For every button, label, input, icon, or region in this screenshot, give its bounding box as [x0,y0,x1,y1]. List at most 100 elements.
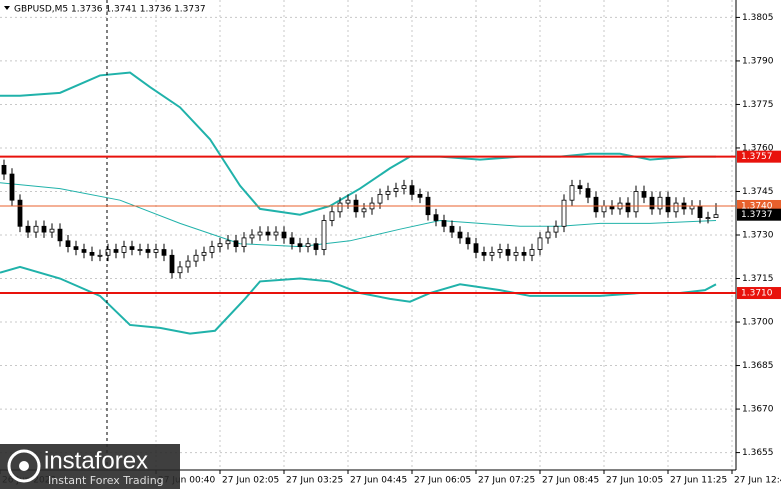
candle-body [601,205,607,213]
candle-body [337,202,343,213]
candle-body [41,225,47,233]
candle-body [417,193,423,198]
candle-body [9,173,15,201]
y-tick-label: 1.3745 [742,187,774,197]
y-tick-label: 1.3790 [742,56,774,66]
y-tick-label: 1.3670 [742,405,774,415]
candle-body [113,249,119,253]
candle-body [577,185,583,189]
watermark-brand: instaforex [44,447,148,474]
candle-body [505,249,511,256]
candle-body [241,237,247,248]
menu-arrow [4,6,10,10]
watermark-icon [7,449,41,483]
candle-body [297,243,303,248]
candle-body [649,196,655,210]
x-tick-label: 27 Jun 02:05 [222,476,279,486]
watermark-tagline: Instant Forex Trading [48,474,164,487]
candle-body [177,266,183,274]
x-tick-label: 27 Jun 03:25 [286,476,343,486]
plot-area [0,0,736,470]
candle-body [137,249,143,251]
x-tick-label: 27 Jun 11:25 [670,476,727,486]
candle-body [289,237,295,245]
candle-body [457,231,463,239]
candle-body [705,217,711,219]
candle-body [17,199,23,227]
candle-body [233,240,239,248]
y-tick-label: 1.3805 [742,13,774,23]
candle-body [185,260,191,268]
candle-body [225,240,231,245]
candle-body [65,240,71,248]
candle-body [377,193,383,204]
level-label: 1.3740 [741,201,773,211]
candle-body [441,220,447,227]
chart-title: GBPUSD,M5 1.3736 1.3741 1.3736 1.3737 [14,5,206,15]
candle-body [481,252,487,256]
y-tick-label: 1.3715 [742,274,774,284]
watermark-icon-dot [19,461,29,471]
candle-body [305,243,311,248]
candle-body [201,252,207,256]
candle-body [73,246,79,250]
candle-body [585,188,591,198]
x-tick-label: 27 Jun 04:45 [350,476,407,486]
x-tick-label: 27 Jun 10:05 [606,476,663,486]
level-label: 1.3737 [741,210,773,220]
y-tick-label: 1.3700 [742,318,774,328]
candle-body [169,254,175,274]
candle-body [217,243,223,248]
candle-body [537,237,543,250]
candle-body [129,246,135,250]
y-tick-label: 1.3655 [742,448,774,458]
candle-body [553,225,559,233]
candle-body [33,225,39,233]
level-label-box [737,287,781,300]
candle-body [329,211,335,221]
y-tick-label: 1.3685 [742,361,774,371]
candle-body [569,185,575,201]
candle-body [665,196,671,213]
candle-body [105,249,111,256]
candle-body [257,231,263,236]
candle-body [657,196,663,210]
x-tick-label: 27 Jun 08:45 [542,476,599,486]
candle-body [265,231,271,236]
candle-body [393,188,399,192]
candle-body [49,228,55,233]
candle-body [249,234,255,239]
band-line [0,182,717,248]
candle-body [153,249,159,253]
candle-body [697,205,703,218]
candle-body [449,225,455,233]
candle-body [209,246,215,253]
candle-body [81,249,87,253]
candle-body [545,231,551,239]
candle-body [713,214,719,218]
candle-body [433,214,439,221]
candle-body [593,196,599,213]
candle-body [273,231,279,236]
candle-body [361,208,367,213]
x-tick-label: 27 Jun 06:05 [414,476,471,486]
candle-body [161,249,167,256]
candle-body [521,252,527,256]
candle-body [345,199,351,204]
candle-body [625,202,631,213]
candle-body [409,185,415,195]
level-label: 1.3757 [741,152,773,162]
y-tick-label: 1.3775 [742,100,774,110]
y-tick-label: 1.3760 [742,143,774,153]
candle-body [641,191,647,198]
band-line [0,71,716,216]
y-tick-label: 1.3730 [742,231,774,241]
candle-body [321,220,327,250]
candle-body [401,185,407,189]
candle-body [513,252,519,256]
candle-body [1,164,7,175]
candle-body [145,249,151,253]
candle-body [673,202,679,213]
